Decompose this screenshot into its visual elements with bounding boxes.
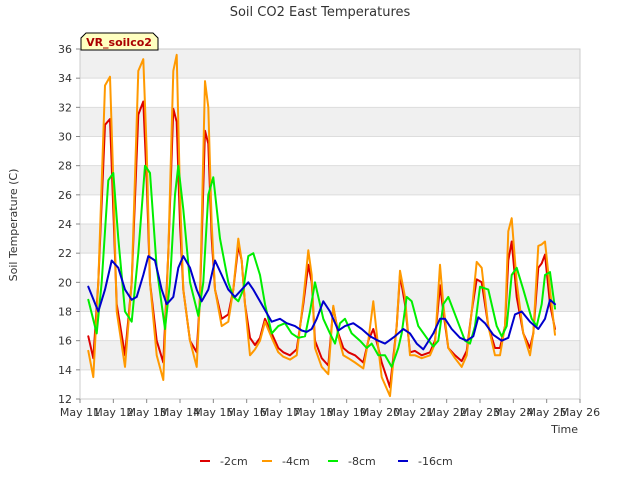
x-tick-label: May 20 <box>360 406 400 419</box>
y-tick-label: 26 <box>58 189 72 202</box>
series-lines <box>87 53 556 398</box>
legend-label: -8cm <box>348 455 376 468</box>
y-tick-label: 34 <box>58 72 72 85</box>
y-tick-label: 14 <box>58 364 72 377</box>
y-tick-label: 28 <box>58 160 72 173</box>
background-band <box>80 224 580 254</box>
y-tick-label: 22 <box>58 247 72 260</box>
legend-label: -4cm <box>282 455 310 468</box>
background-band <box>80 253 580 283</box>
y-tick-label: 20 <box>58 276 72 289</box>
y-tick-label: 32 <box>58 101 72 114</box>
station-label: VR_soilco2 <box>86 36 152 49</box>
background-bands <box>80 49 580 399</box>
x-tick-label: May 21 <box>393 406 433 419</box>
station-label-box: VR_soilco2 <box>80 32 159 51</box>
x-tick-label: May 24 <box>493 406 533 419</box>
x-tick-label: May 22 <box>427 406 467 419</box>
legend: -2cm -4cm -8cm -16cm <box>200 455 453 468</box>
background-band <box>80 78 580 108</box>
x-tick-label: May 23 <box>460 406 500 419</box>
y-tick-label: 30 <box>58 131 72 144</box>
series-line-minus-4cm <box>87 53 556 398</box>
x-tick-label: May 13 <box>127 406 167 419</box>
y-tick-label: 16 <box>58 335 72 348</box>
y-tick-label: 36 <box>58 43 72 56</box>
x-tick-label: May 15 <box>193 406 233 419</box>
x-tick-label: May 18 <box>293 406 333 419</box>
background-band <box>80 194 580 224</box>
legend-label: -16cm <box>418 455 453 468</box>
background-band <box>80 107 580 137</box>
x-tick-label: May 17 <box>260 406 300 419</box>
y-tick-label: 18 <box>58 306 72 319</box>
x-tick-label: May 25 <box>527 406 567 419</box>
x-axis-label: Time <box>550 423 578 436</box>
x-tick-label: May 26 <box>560 406 600 419</box>
y-tick-label: 24 <box>58 218 72 231</box>
x-tick-label: May 11 <box>60 406 100 419</box>
background-band <box>80 136 580 166</box>
x-tick-label: May 16 <box>227 406 267 419</box>
background-band <box>80 165 580 195</box>
x-tick-label: May 14 <box>160 406 200 419</box>
y-axis-ticks: 12 14 16 18 20 22 24 26 28 30 32 34 36 <box>58 43 80 406</box>
background-band <box>80 49 580 79</box>
y-tick-label: 12 <box>58 393 72 406</box>
series-line-minus-16cm <box>87 255 556 351</box>
y-axis-label: Soil Temperature (C) <box>7 169 20 282</box>
background-band <box>80 369 580 399</box>
legend-label: -2cm <box>220 455 248 468</box>
chart-title: Soil CO2 East Temperatures <box>230 5 411 20</box>
series-line-minus-8cm <box>87 164 556 368</box>
station-label-frame <box>80 32 159 51</box>
x-tick-label: May 19 <box>327 406 367 419</box>
x-tick-label: May 12 <box>93 406 133 419</box>
